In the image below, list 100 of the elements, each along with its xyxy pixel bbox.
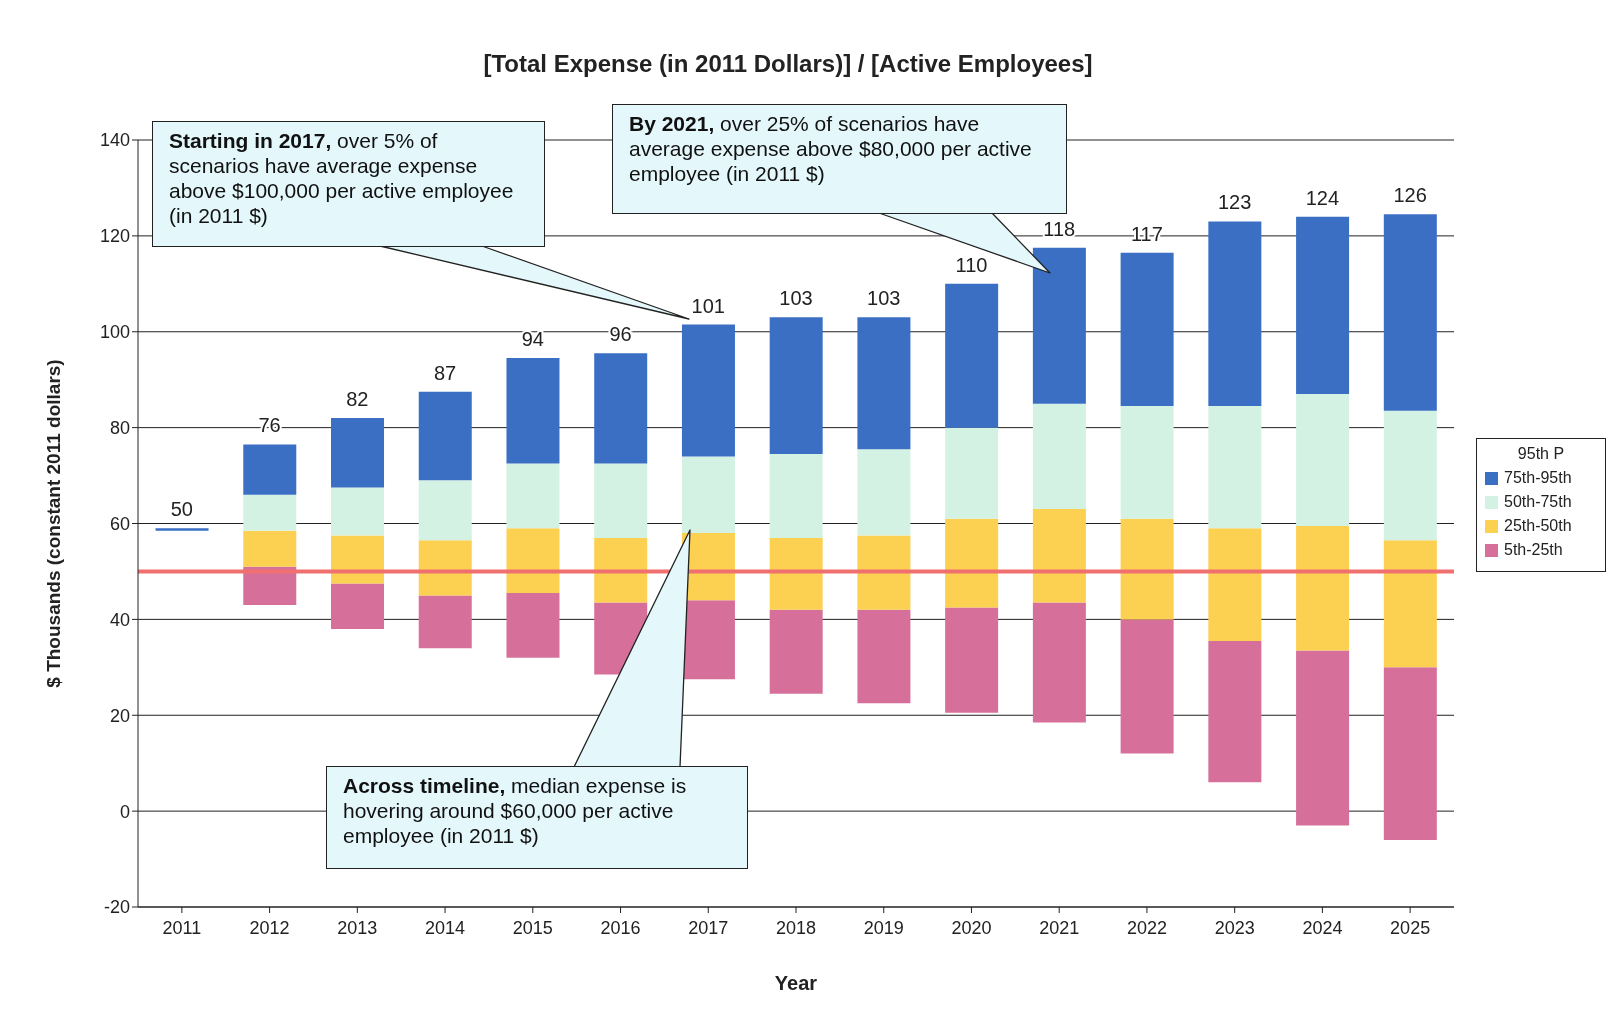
bar — [1208, 528, 1262, 641]
bar — [857, 609, 911, 704]
bar — [857, 535, 911, 610]
x-tick-label: 2023 — [1214, 917, 1255, 938]
bar — [506, 358, 560, 464]
annotation: 50 — [170, 498, 193, 521]
x-tick-label: 2021 — [1039, 917, 1080, 938]
y-tick-label: 80 — [109, 418, 130, 439]
y-tick-label: 140 — [99, 130, 130, 151]
bar — [331, 487, 385, 536]
y-tick-label: 20 — [109, 705, 130, 726]
x-tick-label: 2014 — [425, 917, 466, 938]
bar — [1032, 509, 1086, 603]
annotation: 123 — [1217, 191, 1252, 214]
bar — [1120, 406, 1174, 519]
bar — [681, 600, 735, 680]
bar — [155, 528, 209, 531]
bar — [945, 607, 999, 713]
y-tick-label: 100 — [99, 322, 130, 343]
y-tick-label: 0 — [119, 801, 130, 822]
bar — [1296, 650, 1350, 826]
legend-label: 75th-95th — [1504, 469, 1572, 487]
bar — [769, 317, 823, 454]
bar — [418, 391, 472, 481]
bar — [1296, 216, 1350, 395]
chart-title: [Total Expense (in 2011 Dollars)] / [Active Employees] — [482, 50, 1094, 78]
bar — [331, 583, 385, 629]
x-axis-title: Year — [774, 972, 818, 994]
bar — [594, 537, 648, 603]
bar — [681, 456, 735, 534]
annotation: 87 — [433, 361, 457, 384]
annotation: Across timeline, median expense is hovering around $60,000 per active employee (in 2011 $) — [326, 766, 748, 869]
legend-label: 25th-50th — [1504, 517, 1572, 535]
bar — [769, 453, 823, 538]
x-tick-label: 2022 — [1126, 917, 1167, 938]
x-tick-label: 2019 — [863, 917, 904, 938]
bar — [769, 537, 823, 610]
bar — [1383, 214, 1437, 411]
bar — [1120, 252, 1174, 407]
bar — [1032, 602, 1086, 723]
annotation: 126 — [1393, 184, 1427, 207]
x-tick-label: 2016 — [600, 917, 641, 938]
bar — [857, 317, 911, 450]
bar — [681, 324, 735, 457]
bar — [1208, 406, 1262, 529]
legend-label: 50th-75th — [1504, 493, 1572, 511]
bar — [945, 283, 999, 428]
bar — [243, 444, 297, 495]
bar — [331, 535, 385, 584]
y-tick-label: -20 — [103, 897, 130, 918]
bar — [418, 480, 472, 541]
annotation: 103 — [867, 287, 901, 310]
x-tick-label: 2013 — [337, 917, 378, 938]
bar — [1296, 394, 1350, 526]
bar — [945, 427, 999, 519]
y-tick-label: 60 — [109, 513, 130, 534]
bar — [243, 530, 297, 567]
bar — [506, 528, 560, 594]
bar — [418, 540, 472, 596]
bar — [1383, 540, 1437, 668]
bar — [945, 518, 999, 608]
bar — [243, 494, 297, 531]
speech-bubble: Across timeline, median expense is hovering around $60,000 per active employee (in 2011 $) — [326, 529, 748, 869]
bar — [1032, 247, 1086, 404]
x-tick-label: 2020 — [951, 917, 992, 938]
x-tick-label: 2018 — [775, 917, 817, 938]
legend-title: 95th P — [1516, 445, 1566, 463]
annotation: 94 — [521, 328, 544, 351]
y-tick-label: 40 — [109, 609, 130, 630]
bar — [1383, 410, 1437, 541]
bar — [1032, 403, 1086, 510]
bar — [331, 418, 385, 488]
bar — [594, 463, 648, 538]
x-tick-label: 2012 — [249, 917, 290, 938]
x-tick-label: 2011 — [162, 917, 202, 938]
x-tick-label: 2017 — [688, 917, 729, 938]
x-tick-label: 2015 — [512, 917, 553, 938]
bar — [1296, 525, 1350, 651]
bar — [1120, 619, 1174, 754]
bar — [506, 463, 560, 529]
bar — [1208, 640, 1262, 783]
annotation: 124 — [1305, 186, 1340, 209]
x-tick-label: 2025 — [1390, 917, 1431, 938]
bar — [418, 595, 472, 649]
bar — [1120, 518, 1174, 620]
bar — [594, 353, 648, 464]
x-tick-label: 2024 — [1302, 917, 1343, 938]
annotation: 118 — [1043, 217, 1076, 240]
y-axis-title: $ Thousands (constant 2011 dollars) — [42, 359, 64, 688]
legend-label: 5th-25th — [1504, 541, 1563, 559]
bar — [769, 609, 823, 694]
bar — [506, 593, 560, 658]
annotation: By 2021, over 25% of scenarios have average expense above $80,000 per active employee (in 2011 $) — [612, 104, 1067, 214]
bar — [857, 449, 911, 536]
annotation: 82 — [346, 388, 369, 411]
y-tick-label: 120 — [99, 226, 130, 247]
bar — [1383, 667, 1437, 840]
annotation: Starting in 2017, over 5% of scenarios have average expense above $100,000 per active employee (in 2011 $) — [152, 121, 545, 247]
annotation: 101 — [691, 294, 725, 317]
annotation: 110 — [955, 253, 988, 276]
